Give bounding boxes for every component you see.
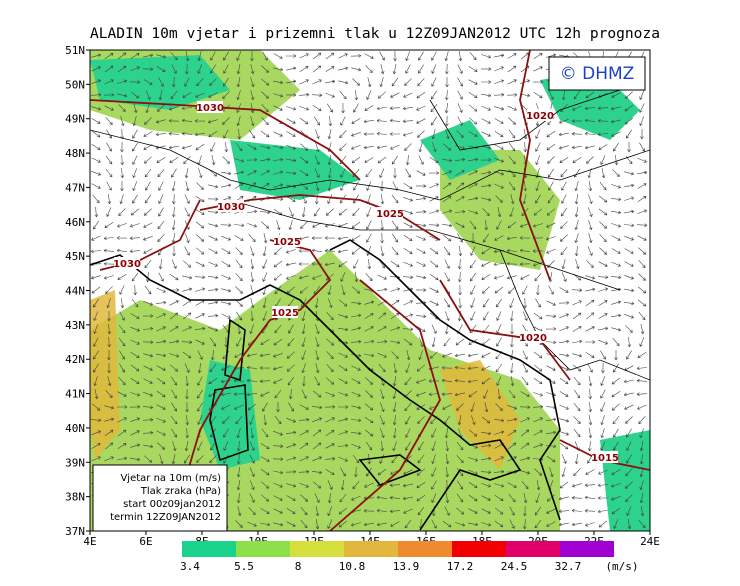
info-line: Tlak zraka (hPa) [140,486,221,497]
lat-label: 38N [65,491,85,504]
legend-value: 3.4 [180,560,200,573]
info-line: start 00z09jan2012 [123,499,221,510]
isobar-label: 1030 [217,202,245,213]
lon-label: 6E [139,535,152,548]
legend-swatch [398,541,452,557]
borders [90,89,650,381]
legend-swatch [452,541,506,557]
isobar-label: 1025 [273,237,301,248]
lat-label: 50N [65,78,85,91]
legend-swatch [506,541,560,557]
lon-label: 4E [83,535,96,548]
legend-value: 10.8 [339,560,366,573]
isobar-label: 1025 [271,308,299,319]
legend-value: 17.2 [447,560,474,573]
isobar-label-bg [527,109,553,121]
lat-label: 39N [65,456,85,469]
legend-value: 13.9 [393,560,420,573]
legend-swatch [344,541,398,557]
isobar-label-bg [272,306,298,318]
isobar-label-bg [377,207,403,219]
lat-label: 43N [65,319,85,332]
isobar-label: 1020 [526,111,554,122]
lat-label: 46N [65,216,85,229]
lon-label: 24E [640,535,660,548]
legend-swatch [290,541,344,557]
legend-swatch [560,541,614,557]
badge-box [548,56,646,91]
lat-label: 40N [65,422,85,435]
map-title: ALADIN 10m vjetar i prizemni tlak u 12Z0… [90,26,660,42]
legend-value: 24.5 [501,560,528,573]
info-line: termin 12Z09JAN2012 [110,512,221,523]
wind-fill-strong [90,290,520,470]
isobar-label-bg [218,200,244,212]
legend-swatch [236,541,290,557]
lat-label: 44N [65,285,85,298]
lat-label: 48N [65,147,85,160]
map-area [90,50,650,531]
legend-value: 5.5 [234,560,254,573]
lat-label: 45N [65,250,85,263]
legend-unit: (m/s) [605,560,638,573]
lat-label: 51N [65,44,85,57]
lat-label: 47N [65,181,85,194]
isobar-label: 1030 [113,259,141,270]
legend-value: 32.7 [555,560,582,573]
info-box [92,464,228,532]
isobar-label-bg [114,257,140,269]
info-line: Vjetar na 10m (m/s) [120,473,221,484]
isobar-label-bg [592,451,618,463]
isobar-label: 1025 [376,209,404,220]
isobar-label: 1015 [591,453,619,464]
isobar-label-bg [274,235,300,247]
lat-label: 41N [65,388,85,401]
lat-label: 37N [65,525,85,538]
isobar-label-bg [520,331,546,343]
isobar-label-bg [197,101,223,113]
lat-label: 49N [65,113,85,126]
badge: © DHMZ [560,64,635,84]
legend-swatch [182,541,236,557]
coastlines [90,239,561,531]
lat-label: 42N [65,353,85,366]
legend-value: 8 [295,560,302,573]
isobar-label: 1020 [519,333,547,344]
isobar-label: 1030 [196,103,224,114]
